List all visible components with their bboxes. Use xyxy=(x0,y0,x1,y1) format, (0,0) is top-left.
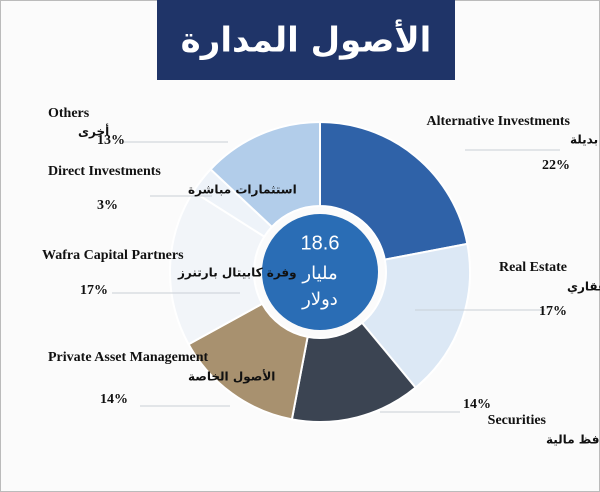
arabic-label: وفرة كابيتال بارتنرز xyxy=(177,266,297,281)
chart-title: الأصول المدارة xyxy=(181,19,432,61)
donut-segment xyxy=(360,242,471,389)
category-label: Direct Investments xyxy=(48,164,161,179)
center-value: 18.6 xyxy=(301,232,340,254)
center-circle xyxy=(262,214,378,330)
value-label: 13% xyxy=(97,133,125,148)
value-label: 14% xyxy=(463,397,491,412)
donut-segment xyxy=(209,120,321,229)
title-box xyxy=(157,0,455,80)
arabic-label: استثمارات بديلة xyxy=(570,133,600,147)
center-unit: مليار xyxy=(301,263,337,284)
value-label: 3% xyxy=(97,198,118,213)
category-label: Alternative Investments xyxy=(427,114,571,129)
arabic-label: محافظ مالية xyxy=(546,433,600,447)
category-label: Real Estate xyxy=(499,260,567,275)
donut-segment xyxy=(319,120,469,261)
value-label: 17% xyxy=(80,283,108,298)
arabic-label: الأصول الخاصة xyxy=(188,369,275,385)
category-label: Others xyxy=(48,106,90,121)
category-label: Securities xyxy=(488,413,547,428)
value-label: 17% xyxy=(539,304,567,319)
value-label: 14% xyxy=(100,392,128,407)
category-label: Private Asset Management xyxy=(48,350,209,365)
category-label: Wafra Capital Partners xyxy=(42,248,184,263)
center-unit: دولار xyxy=(301,289,338,310)
value-label: 22% xyxy=(542,158,570,173)
arabic-label: استثمارات مباشرة xyxy=(188,183,297,197)
arabic-label: استثماري عقاري xyxy=(567,280,600,294)
arabic-label: أخرى xyxy=(78,124,109,139)
